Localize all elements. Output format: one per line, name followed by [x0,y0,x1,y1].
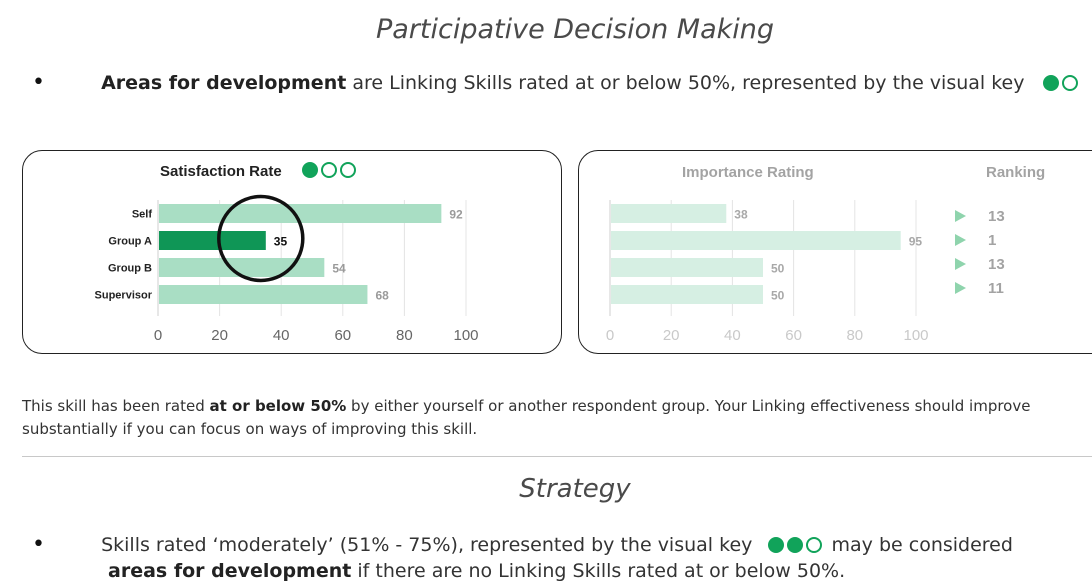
highlight-circle [217,194,305,283]
value-label: 68 [375,289,389,303]
tick-label: 80 [396,327,413,344]
value-label: 50 [771,289,785,303]
sat-key-dot-3 [340,162,357,178]
value-label: 92 [449,208,463,222]
bullet-strategy: • Skills rated ‘moderately’ (51% - 75%),… [32,532,1013,557]
satisfaction-key [302,162,359,180]
ranking-row: 11 [955,276,1005,300]
play-arrow-icon [955,258,966,270]
bar [611,204,727,223]
ranking-value: 13 [988,255,1005,273]
strategy-line2-bold: areas for development [108,560,352,582]
tick-label: 0 [154,327,162,344]
key-dot-empty [1061,75,1078,91]
bar [611,285,763,304]
importance-chart: 0 20 40 60 80 100 38 95 50 50 [606,200,929,344]
strategy-bullet-text: Skills rated ‘moderately’ (51% - 75%), r… [101,534,753,556]
sat-key-dot-1 [302,162,319,178]
desc-start: This skill has been rated [22,397,210,415]
key-dot-filled [1042,75,1059,91]
ranking-row: 1 [955,228,1005,252]
value-label: 35 [274,235,288,249]
strategy-key-dot-1 [768,537,785,553]
strategy-line-2: areas for development if there are no Li… [108,560,845,582]
importance-title: Importance Rating [682,164,814,181]
ranking-row: 13 [955,252,1005,276]
bar [611,258,763,277]
importance-panel [578,150,1092,354]
tick-label: 100 [453,327,478,344]
bar [611,231,901,250]
category-label: Self [132,209,153,221]
value-label: 95 [909,235,923,249]
satisfaction-panel [22,150,562,354]
strategy-bullet-end: may be considered [825,534,1013,556]
description-paragraph: This skill has been rated at or below 50… [22,395,1082,441]
section-divider [22,456,1092,457]
ranking-value: 11 [988,279,1004,297]
sat-key-dot-2 [321,162,338,178]
ranking-title: Ranking [986,164,1046,181]
tick-label: 40 [273,327,290,344]
strategy-key-dot-2 [787,537,804,553]
bar [159,285,368,304]
section-title: Participative Decision Making [375,14,775,45]
desc-end: by either yourself or another respondent… [22,397,1031,438]
play-arrow-icon [955,282,966,294]
satisfaction-title-text: Satisfaction Rate [160,163,282,180]
strategy-visual-key [768,534,825,556]
tick-label: 60 [334,327,351,344]
tick-label: 20 [663,327,680,344]
ranking-list: 13 1 13 11 [955,204,1005,300]
ranking-value: 1 [988,231,997,249]
bullet-areas-for-development: • Areas for development are Linking Skil… [32,70,1081,95]
category-label: Supervisor [95,290,153,302]
value-label: 38 [734,208,748,222]
play-arrow-icon [955,234,966,246]
bullet-text: are Linking Skills rated at or below 50%… [346,72,1025,94]
tick-label: 40 [724,327,741,344]
bullet-marker-2: • [32,532,45,557]
bullet-bold-text: Areas for development [101,72,347,94]
tick-label: 100 [903,327,928,344]
ranking-value: 13 [988,207,1005,225]
strategy-title: Strategy [519,474,631,504]
tick-label: 20 [211,327,228,344]
value-label: 50 [771,262,785,276]
satisfaction-title: Satisfaction Rate [160,162,359,180]
tick-label: 0 [606,327,614,344]
strategy-line2-rest: if there are no Linking Skills rated at … [351,560,846,582]
visual-key [1042,72,1081,94]
desc-bold: at or below 50% [209,397,347,415]
category-label: Group B [108,263,152,275]
ranking-row: 13 [955,204,1005,228]
tick-label: 80 [846,327,863,344]
value-label: 54 [332,262,346,276]
bullet-marker: • [32,70,45,95]
bar [159,231,266,250]
category-label: Group A [108,236,152,248]
strategy-key-dot-3 [806,537,823,553]
satisfaction-chart: 0 20 40 60 80 100 Self 92 Group A 35 Group B 54 Supe… [95,194,479,344]
play-arrow-icon [955,210,966,222]
tick-label: 60 [785,327,802,344]
